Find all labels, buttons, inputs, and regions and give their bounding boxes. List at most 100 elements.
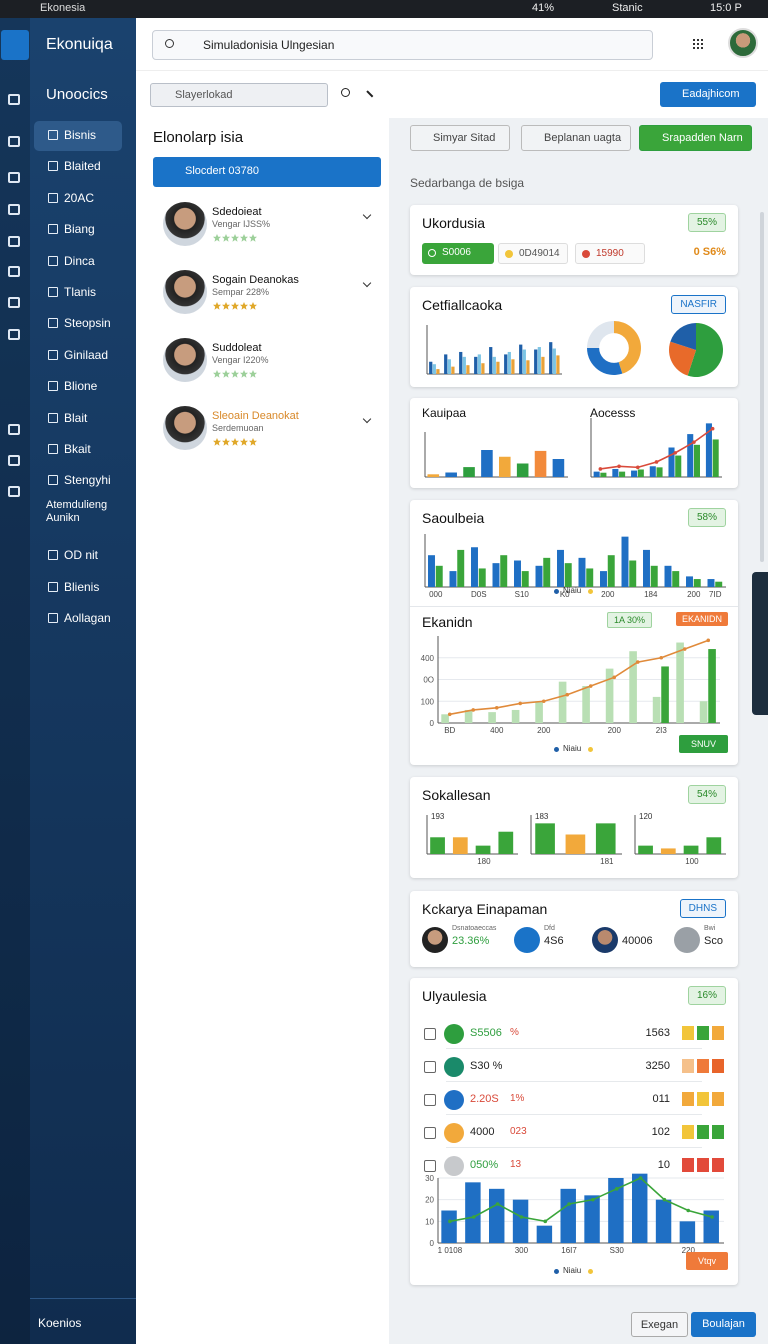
line-point (565, 692, 570, 697)
bar (464, 709, 473, 723)
menu-item[interactable]: 20AC (64, 190, 95, 205)
footer-button[interactable]: Boulajan (691, 1312, 756, 1337)
bar (703, 1210, 719, 1243)
chip: 15990 (575, 243, 645, 264)
bar (432, 364, 436, 374)
x-tick-label: 1 0108 (438, 1246, 463, 1255)
menu-item[interactable]: Dinca (64, 253, 95, 268)
checkbox[interactable] (424, 1028, 436, 1040)
card-title: Cetfiallcaoka (422, 297, 503, 313)
chip-label: 0D49014 (519, 248, 560, 259)
section-title: Unoocics (46, 86, 108, 103)
select[interactable]: Slayerlokad (150, 83, 328, 107)
side-tab[interactable] (752, 572, 768, 715)
menu-item[interactable]: OD nit (64, 548, 99, 563)
row-note: % (510, 1027, 519, 1038)
rail-icon (8, 266, 20, 277)
bar (504, 354, 508, 374)
badge: 16% (687, 986, 726, 1005)
chevron (362, 278, 372, 288)
bar (478, 568, 486, 587)
menu-item[interactable]: Steopsin (64, 316, 111, 331)
rail-icon (8, 236, 20, 247)
menu-item[interactable]: Bisnis (64, 128, 97, 142)
star (213, 438, 221, 446)
legend-dot (588, 747, 593, 752)
bar (552, 459, 565, 477)
person-row[interactable]: Sogain Deanokas Sempar 228% (136, 270, 389, 326)
profile-avatar[interactable] (728, 28, 758, 58)
small-button[interactable]: Vtqv (685, 1252, 728, 1270)
star (240, 302, 248, 310)
rail-icon (8, 455, 20, 466)
person-row[interactable]: Suddoleat Vengar I220% (136, 338, 389, 394)
bar (449, 571, 457, 587)
stat-value: Sco (704, 935, 723, 947)
close-icon[interactable] (366, 90, 374, 98)
chart-note: 183 (535, 812, 549, 821)
search-icon[interactable] (341, 88, 350, 97)
x-tick-label: 000 (429, 590, 443, 599)
menu-item[interactable]: Biang (64, 222, 95, 237)
x-tick-label: 181 (600, 857, 614, 866)
badge: 54% (687, 785, 726, 804)
rail-icon (8, 172, 20, 183)
checkbox[interactable] (424, 1061, 436, 1073)
rating-stars (213, 438, 257, 446)
person-avatar (163, 270, 207, 314)
person-row[interactable]: Sdedoieat Vengar IJSS% (136, 202, 389, 258)
rail-icon (8, 424, 20, 435)
x-tick-label: 7ID (709, 590, 722, 599)
person-row[interactable]: Sleoain Deanokat Serdemuoan (136, 406, 389, 462)
menu-item[interactable]: Aollagan (64, 611, 111, 625)
sidebar-footer[interactable]: Koenios (38, 1316, 82, 1330)
apps-icon[interactable] (692, 38, 704, 50)
menu-item[interactable]: Stengyhi (64, 473, 111, 488)
bar (560, 1188, 576, 1243)
bar (650, 565, 658, 587)
menu-item[interactable]: Blaited (64, 159, 101, 174)
row-icon (444, 1123, 464, 1143)
line-point (614, 1187, 619, 1191)
menu-item[interactable]: Atemdulieng Aunikn (46, 498, 108, 524)
x-tick-label: 200 (601, 590, 615, 599)
status-square (682, 1026, 694, 1040)
person-name: Suddoleat (212, 342, 262, 354)
filter-button[interactable]: Beplanan uagta (521, 125, 631, 151)
status-square (682, 1059, 694, 1073)
bar (683, 845, 699, 854)
chip-dot (582, 250, 590, 258)
row-icon (444, 1024, 464, 1044)
small-button[interactable]: SNUV (678, 735, 728, 753)
bar (511, 359, 515, 374)
menu-item[interactable]: Ginilaad (64, 347, 109, 362)
line-point (635, 660, 640, 664)
checkbox[interactable] (424, 1127, 436, 1139)
menu-item[interactable]: Blait (64, 410, 88, 425)
bar (637, 469, 644, 477)
menu-item[interactable]: Tlanis (64, 285, 97, 299)
bar (512, 1199, 529, 1243)
menu-icon (48, 130, 58, 140)
footer-button[interactable]: Exegan (631, 1312, 688, 1337)
filter-button[interactable]: Srapadden Narn (639, 125, 752, 151)
panel-button[interactable]: Slocdert 03780 (153, 157, 381, 187)
row-icon (444, 1090, 464, 1110)
menu-item[interactable]: Blione (64, 379, 98, 394)
menu-item[interactable]: Bkait (64, 442, 91, 456)
status-square (697, 1092, 709, 1106)
status-square (697, 1059, 709, 1073)
bar (600, 571, 607, 587)
search-box[interactable]: Simuladonisia Ulngesian (152, 30, 653, 60)
card-title: Ekanidn (422, 614, 473, 630)
checkbox[interactable] (424, 1160, 436, 1172)
menu-icon (48, 581, 58, 592)
checkbox[interactable] (424, 1094, 436, 1106)
status-square (697, 1026, 709, 1040)
menu-icon (48, 381, 58, 392)
primary-button[interactable]: Eadajhicom (660, 82, 756, 107)
filter-button[interactable]: Simyar Sitad (410, 125, 510, 151)
bar (522, 349, 526, 374)
menu-item[interactable]: Blienis (64, 579, 100, 594)
bar (705, 423, 712, 477)
